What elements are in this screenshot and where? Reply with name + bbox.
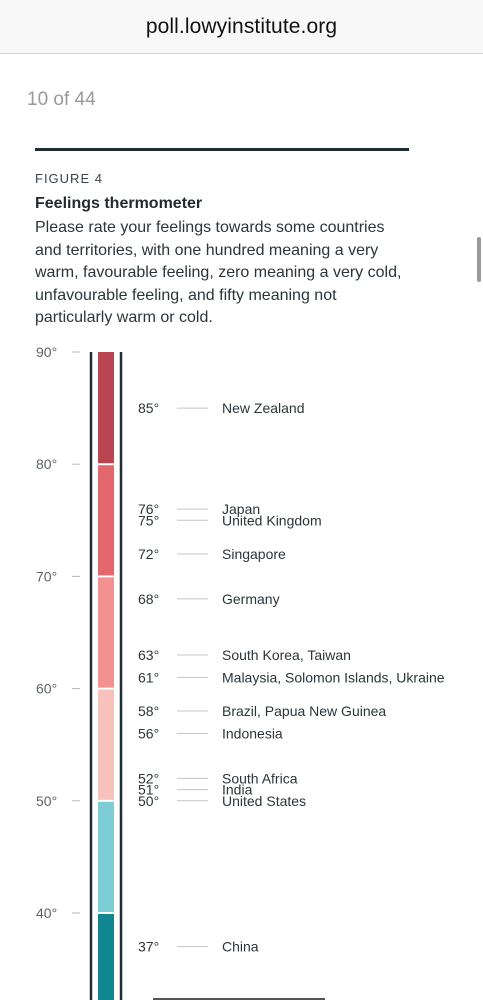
data-country-label: China [222, 939, 259, 955]
axis-tick-label: 50° [36, 793, 57, 809]
data-country-label: Brazil, Papua New Guinea [222, 703, 386, 719]
thermometer-band-40-50 [98, 800, 114, 913]
thermometer-band-30-40 [98, 913, 114, 1000]
address-bar[interactable]: poll.lowyinstitute.org [0, 0, 483, 54]
data-value-label: 50° [138, 793, 159, 809]
data-country-label: New Zealand [222, 400, 305, 416]
data-value-label: 61° [138, 669, 159, 685]
data-value-label: 37° [138, 939, 159, 955]
data-country-label: Indonesia [222, 725, 283, 741]
figure-title: Feelings thermometer [35, 195, 203, 212]
page-counter: 10 of 44 [27, 89, 96, 110]
data-country-label: United States [222, 793, 306, 809]
data-value-label: 51° [138, 782, 159, 798]
figure-label: FIGURE 4 [35, 171, 103, 186]
thermometer-band-50-60 [98, 688, 114, 801]
data-country-label: Japan [222, 501, 260, 517]
data-value-label: 72° [138, 546, 159, 562]
figure-description: Please rate your feelings towards some c… [35, 219, 402, 326]
data-value-label: 68° [138, 591, 159, 607]
url-text: poll.lowyinstitute.org [145, 14, 338, 38]
axis-tick-label: 70° [36, 568, 57, 584]
axis-tick-label: 60° [36, 681, 57, 697]
data-country-label: South Korea, Taiwan [222, 647, 351, 663]
data-value-label: 63° [138, 647, 159, 663]
data-value-label: 75° [138, 512, 159, 528]
data-country-label: India [222, 782, 253, 798]
data-country-label: United Kingdom [222, 512, 322, 528]
data-country-label: Singapore [222, 546, 286, 562]
thermometer-band-60-70 [98, 576, 114, 689]
figure-divider [35, 148, 409, 151]
axis-tick-label: 90° [36, 344, 57, 360]
scrollbar[interactable] [477, 237, 481, 282]
data-value-label: 52° [138, 770, 159, 786]
axis-tick-label: 40° [36, 905, 57, 921]
data-value-label: 58° [138, 703, 159, 719]
data-value-label: 85° [138, 400, 159, 416]
bottom-divider [153, 998, 325, 1000]
axis-tick-label: 80° [36, 456, 57, 472]
data-country-label: South Africa [222, 770, 298, 786]
data-value-label: 56° [138, 725, 159, 741]
data-country-label: Malaysia, Solomon Islands, Ukraine [222, 669, 445, 685]
data-country-label: Germany [222, 591, 280, 607]
thermometer-band-70-80 [98, 464, 114, 577]
thermometer-band-80-90 [98, 352, 114, 465]
data-value-label: 76° [138, 501, 159, 517]
